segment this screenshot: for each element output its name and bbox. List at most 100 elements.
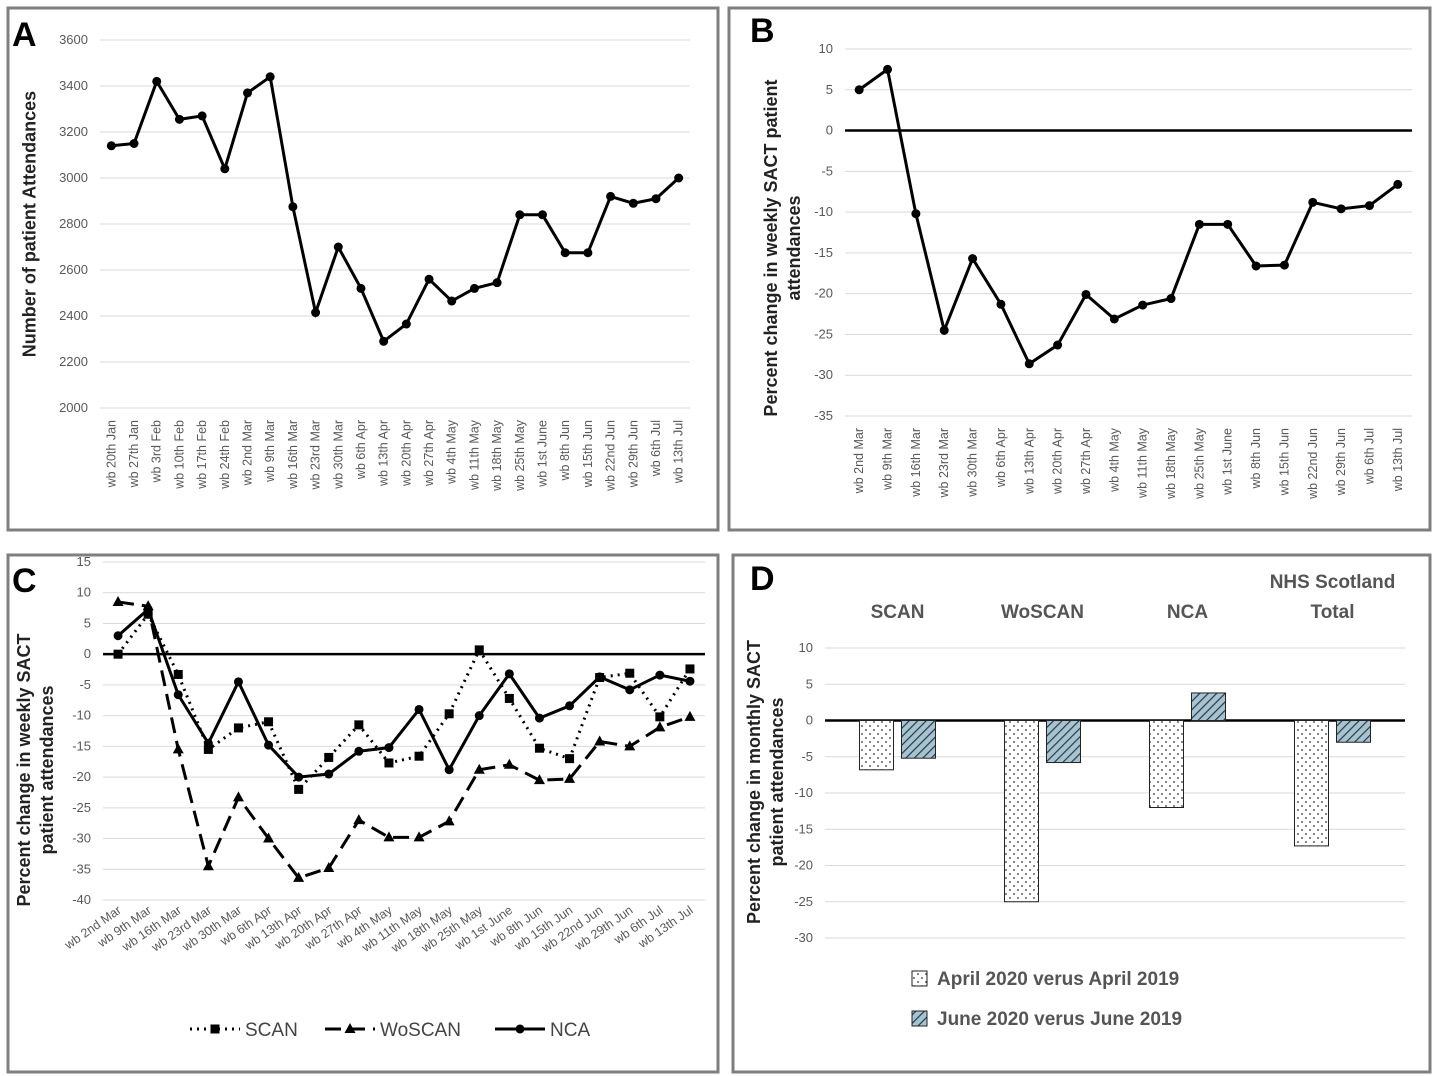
y-tick-label: -15	[814, 245, 833, 260]
legend-swatch	[911, 1010, 928, 1027]
y-tick-label: -10	[794, 785, 813, 800]
marker	[854, 85, 864, 95]
marker	[533, 774, 545, 785]
marker	[129, 139, 139, 148]
x-tick-label: wb 15th Jun	[581, 420, 595, 488]
marker	[606, 191, 616, 201]
x-tick-label: wb 6th Jul	[1362, 428, 1376, 485]
x-tick-label: wb 15th Jun	[1277, 428, 1291, 496]
x-tick-label: wb 22nd Jun	[604, 420, 618, 492]
marker	[515, 1024, 525, 1034]
x-tick-label: wb 1st June	[536, 420, 550, 488]
marker	[143, 604, 153, 614]
x-tick-label: wb 16th Mar	[286, 420, 300, 490]
y-tick-label: 5	[806, 676, 813, 691]
y-tick-label: 5	[84, 615, 91, 630]
y-tick-label: 2000	[59, 400, 88, 415]
marker	[447, 296, 457, 306]
marker	[143, 609, 153, 619]
y-tick-label: -35	[72, 861, 91, 876]
x-tick-label: wb 13th Apr	[1022, 428, 1036, 495]
marker	[379, 336, 389, 346]
marker	[911, 209, 921, 219]
y-axis-label: Percent change in weekly SACT patient at…	[14, 633, 57, 907]
marker	[414, 751, 424, 761]
marker	[443, 815, 455, 826]
x-tick-label: wb 2nd Mar	[852, 428, 866, 494]
marker	[356, 283, 366, 293]
marker	[294, 784, 304, 794]
marker	[1308, 197, 1318, 207]
marker	[1053, 340, 1063, 350]
marker	[444, 765, 454, 775]
y-axis-label: Percent change in weekly SACT patient at…	[761, 79, 804, 417]
x-tick-label: wb 13th Jul	[1391, 428, 1405, 492]
y-axis-label: Percent change in monthly SACT patient a…	[744, 639, 787, 925]
x-tick-label: wb 4th May	[1107, 427, 1121, 493]
marker	[203, 738, 213, 748]
x-tick-label: wb 27th Apr	[1079, 428, 1093, 495]
marker	[203, 744, 213, 754]
marker	[354, 746, 364, 756]
marker	[1279, 260, 1289, 270]
marker	[654, 721, 666, 732]
y-tick-label: 10	[799, 640, 813, 655]
x-tick-label: wb 11th May	[1136, 427, 1150, 499]
y-tick-label: -30	[72, 831, 91, 846]
marker	[560, 248, 570, 258]
marker	[220, 164, 230, 174]
marker	[1109, 314, 1119, 324]
y-tick-label: 2200	[59, 354, 88, 369]
x-tick-label: wb 29th Jun	[1334, 428, 1348, 496]
marker	[1364, 201, 1374, 211]
y-tick-label: -5	[79, 677, 91, 692]
legend-label: April 2020 verus April 2019	[937, 969, 1179, 990]
y-tick-label: 3000	[59, 170, 88, 185]
marker	[515, 210, 525, 220]
marker	[444, 709, 454, 719]
x-tick-label: wb 23rd Mar	[309, 420, 323, 490]
x-tick-label: wb 30th Mar	[966, 428, 980, 498]
x-tick-label: wb 9th Mar	[881, 428, 895, 491]
x-tick-label: wb 22nd Jun	[1306, 428, 1320, 500]
x-tick-label: wb 30th Mar	[331, 420, 345, 490]
line	[116, 611, 692, 793]
y-tick-label: -30	[814, 367, 833, 382]
y-tick-label: -40	[72, 892, 91, 907]
marker	[504, 693, 514, 703]
marker	[1194, 219, 1204, 229]
y-tick-label: -25	[794, 894, 813, 909]
marker	[324, 769, 334, 779]
marker	[469, 283, 479, 293]
x-tick-label: wb 3rd Feb	[150, 420, 164, 484]
marker	[594, 735, 606, 746]
legend-label: WoSCAN	[380, 1020, 461, 1041]
marker	[534, 713, 544, 723]
legend-label: NCA	[550, 1020, 590, 1041]
bar	[859, 720, 894, 771]
panel-frame	[731, 553, 1432, 1074]
y-tick-label: 3600	[59, 32, 88, 47]
marker	[288, 202, 298, 212]
marker	[323, 862, 335, 873]
panel-label: A	[12, 16, 37, 54]
marker	[414, 704, 424, 714]
y-tick-label: 0	[84, 646, 91, 661]
marker	[583, 248, 593, 258]
marker	[1223, 219, 1233, 229]
category-heading: NCA	[1166, 602, 1209, 623]
x-tick-label: wb 6th Jul	[649, 420, 663, 477]
marker	[685, 664, 695, 674]
y-tick-label: 2600	[59, 262, 88, 277]
marker	[344, 1023, 356, 1033]
y-tick-label: 5	[826, 82, 833, 97]
x-tick-label: wb 23rd Mar	[937, 428, 951, 498]
x-tick-label: wb 11th May	[467, 419, 481, 491]
x-tick-label: wb 6th Apr	[994, 428, 1008, 488]
bar	[1004, 720, 1039, 903]
marker	[503, 758, 515, 769]
x-tick-label: wb 20th Apr	[399, 420, 413, 487]
marker	[197, 111, 207, 121]
y-tick-label: 2800	[59, 216, 88, 231]
